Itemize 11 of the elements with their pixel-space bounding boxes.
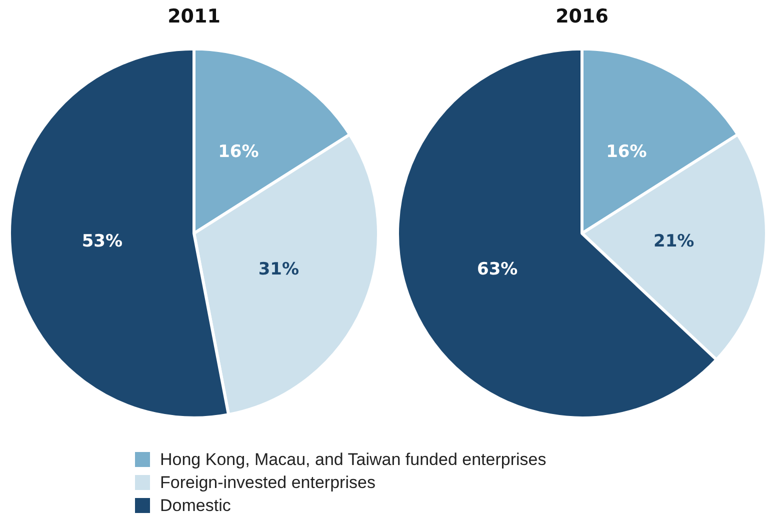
legend-label: Foreign-invested enterprises (160, 472, 376, 492)
chart-title: 2016 (556, 5, 608, 28)
data-label: 16% (218, 142, 259, 162)
data-label: 16% (606, 142, 647, 162)
data-label: 31% (258, 259, 300, 280)
data-label: 53% (82, 232, 123, 252)
legend-label: Hong Kong, Macau, and Taiwan funded enterprises (160, 450, 546, 470)
legend-label: Domestic (160, 496, 231, 516)
chart-title: 2011 (168, 5, 220, 28)
data-label: 63% (476, 259, 518, 280)
data-label: 21% (653, 232, 694, 252)
